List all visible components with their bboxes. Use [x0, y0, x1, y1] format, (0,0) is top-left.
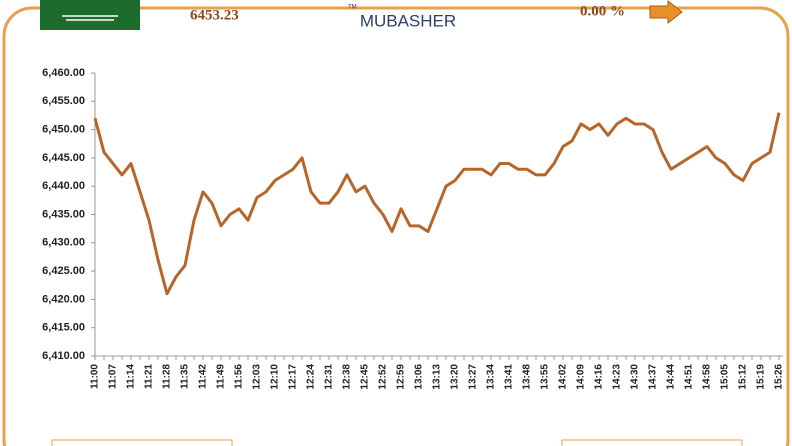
x-tick-label: 13:41: [504, 364, 515, 390]
x-tick-label: 13:20: [450, 364, 461, 390]
flag: [40, 0, 140, 30]
x-tick-label: 15:05: [720, 364, 731, 390]
x-tick-label: 12:38: [342, 364, 353, 390]
y-tick-label: 6,425.00: [42, 265, 85, 277]
x-tick-label: 11:00: [90, 364, 101, 389]
x-tick-label: 11:28: [162, 364, 173, 389]
flag-emblem: [62, 15, 118, 21]
x-tick-label: 15:12: [738, 364, 749, 390]
y-tick-label: 6,435.00: [42, 208, 85, 220]
x-tick-label: 11:14: [126, 364, 137, 389]
x-tick-label: 12:17: [288, 364, 299, 390]
y-tick-label: 6,440.00: [42, 180, 85, 192]
x-tick-label: 13:06: [414, 364, 425, 390]
line: [93, 112, 781, 296]
y-tick-label: 6,410.00: [42, 350, 85, 362]
x-tick-label: 14:58: [702, 364, 713, 390]
frame: [2, 6, 790, 446]
x-tick-label: 12:31: [324, 364, 335, 390]
x-tick-label: 13:27: [468, 364, 479, 390]
x-tick-label: 12:52: [378, 364, 389, 390]
x-tick-label: 11:42: [198, 364, 209, 389]
y-tick-label: 6,420.00: [42, 293, 85, 305]
x-tick-label: 12:24: [306, 364, 317, 390]
x-tick-label: 12:03: [252, 364, 263, 390]
x-tick-label: 11:49: [216, 364, 227, 389]
x-tick-label: 14:09: [576, 364, 587, 390]
x-tick-label: 15:19: [756, 364, 767, 390]
x-tick-label: 14:51: [684, 364, 695, 390]
x-tick-label: 11:21: [144, 364, 155, 389]
footer-box: [561, 439, 743, 446]
x-tick-label: 15:26: [774, 364, 785, 390]
x-tick-label: 12:10: [270, 364, 281, 390]
y-tick-label: 6,445.00: [42, 152, 85, 164]
x-tick-label: 11:56: [234, 364, 245, 389]
x-tick-label: 14:44: [666, 364, 677, 390]
y-tick-label: 6,430.00: [42, 237, 85, 249]
x-tick-label: 14:23: [612, 364, 623, 390]
y-tick-label: 6,450.00: [42, 124, 85, 136]
logo: MUBASHER: [360, 11, 456, 30]
y-tick-label: 6,455.00: [42, 95, 85, 107]
x-tick-label: 13:34: [486, 364, 497, 390]
y-tick-label: 6,415.00: [42, 322, 85, 334]
y-tick-label: 6,460.00: [42, 67, 85, 79]
index-value: 6453.23: [190, 7, 239, 23]
x-tick-label: 11:07: [108, 364, 119, 389]
x-tick-label: 14:16: [594, 364, 605, 390]
arrow: [649, 0, 683, 25]
x-tick-label: 12:59: [396, 364, 407, 390]
x-tick-label: 13:13: [432, 364, 443, 390]
trademark: TM: [348, 5, 357, 11]
x-tick-label: 13:48: [522, 364, 533, 390]
change: 0.00 %: [580, 3, 625, 19]
x-tick-label: 13:55: [540, 364, 551, 390]
footer-box: [51, 439, 233, 446]
x-tick-label: 11:35: [180, 364, 191, 389]
x-tick-label: 14:30: [630, 364, 641, 390]
x-tick-label: 14:37: [648, 364, 659, 390]
x-tick-label: 12:45: [360, 364, 371, 390]
x-tick-label: 14:02: [558, 364, 569, 390]
